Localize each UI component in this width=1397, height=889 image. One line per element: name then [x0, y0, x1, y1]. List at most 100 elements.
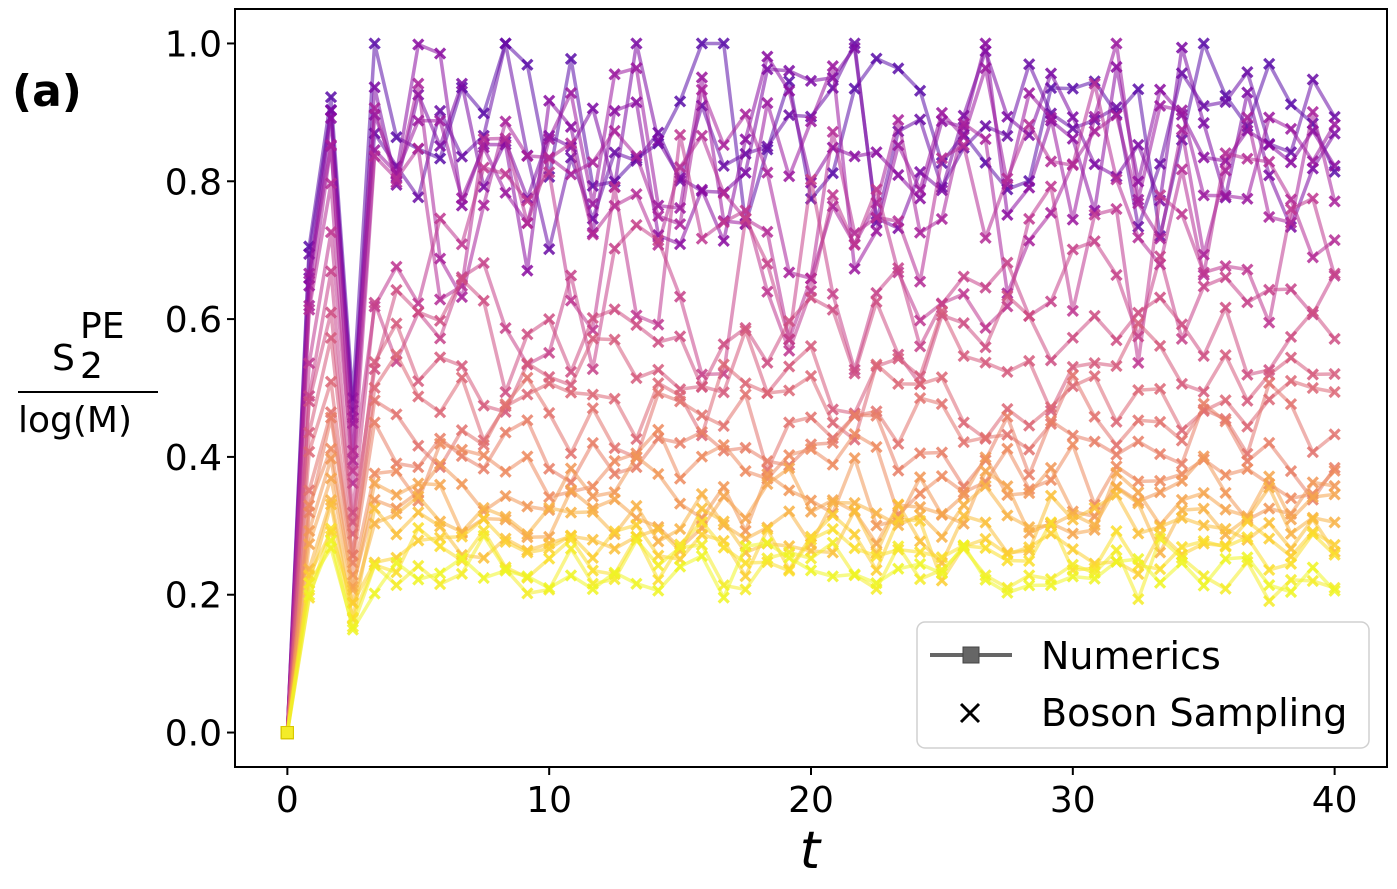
boson-sampling-point — [1001, 442, 1014, 455]
boson-sampling-point — [1328, 118, 1341, 131]
boson-sampling-point — [564, 462, 578, 475]
boson-sampling-point — [1001, 289, 1014, 303]
boson-sampling-point — [499, 465, 512, 478]
boson-sampling-point — [543, 462, 556, 475]
legend-box — [916, 621, 1370, 749]
boson-sampling-point — [1175, 104, 1189, 117]
boson-sampling-point — [455, 290, 469, 304]
boson-sampling-point — [543, 166, 556, 179]
boson-sampling-point — [390, 176, 403, 189]
boson-sampling-point — [390, 283, 403, 297]
boson-sampling-point — [1328, 159, 1341, 173]
boson-sampling-point — [1153, 99, 1167, 113]
boson-sampling-point — [368, 381, 381, 394]
boson-sampling-point — [433, 252, 447, 265]
boson-sampling-point — [1197, 519, 1210, 532]
boson-sampling-point — [1328, 332, 1341, 346]
boson-sampling-point — [892, 352, 905, 365]
boson-sampling-point — [543, 346, 556, 360]
boson-sampling-point — [1044, 578, 1058, 592]
boson-sampling-point — [979, 281, 992, 294]
boson-sampling-point — [433, 314, 447, 327]
boson-sampling-point — [586, 402, 599, 415]
boson-sampling-point — [957, 287, 970, 301]
boson-sampling-point — [695, 380, 709, 393]
boson-sampling-point — [652, 535, 665, 548]
y-tick-label: 0.4 — [165, 438, 222, 479]
boson-sampling-point — [1197, 535, 1210, 548]
boson-sampling-point — [390, 464, 403, 478]
boson-sampling-point — [957, 489, 970, 502]
boson-sampling-point — [1263, 210, 1276, 224]
boson-sampling-point — [804, 411, 818, 424]
boson-sampling-point — [826, 496, 839, 509]
boson-sampling-point — [1175, 556, 1189, 569]
boson-sampling-point — [543, 377, 556, 390]
boson-sampling-point — [1306, 155, 1319, 168]
boson-sampling-point — [412, 77, 425, 90]
boson-sampling-point — [695, 83, 709, 96]
boson-sampling-point — [324, 177, 338, 190]
boson-sampling-point — [412, 375, 425, 388]
boson-sampling-point — [957, 539, 970, 552]
boson-sampling-point — [1263, 595, 1276, 608]
boson-sampling-point — [586, 311, 599, 325]
boson-sampling-point — [652, 573, 665, 586]
boson-sampling-point — [1241, 420, 1254, 433]
boson-sampling-point — [433, 332, 447, 345]
boson-sampling-point — [1110, 359, 1123, 373]
boson-sampling-point — [913, 471, 927, 484]
boson-sampling-point — [1241, 263, 1254, 276]
boson-sampling-point — [1241, 515, 1254, 528]
boson-sampling-point — [673, 541, 687, 554]
boson-sampling-point — [1001, 110, 1014, 123]
boson-sampling-point — [913, 572, 927, 586]
boson-sampling-point — [717, 234, 730, 248]
boson-sampling-point — [1284, 203, 1298, 216]
boson-sampling-point — [826, 508, 839, 522]
boson-sampling-point — [1088, 110, 1101, 123]
boson-sampling-point — [1066, 243, 1079, 256]
boson-sampling-point — [586, 228, 599, 241]
boson-sampling-point — [804, 115, 818, 128]
boson-sampling-point — [717, 187, 730, 200]
boson-sampling-point — [630, 499, 643, 513]
boson-sampling-point — [1263, 376, 1276, 390]
boson-sampling-point — [433, 406, 447, 419]
boson-sampling-point — [695, 37, 709, 50]
boson-sampling-point — [630, 218, 643, 232]
boson-sampling-point — [1001, 428, 1014, 441]
boson-sampling-point — [1219, 147, 1232, 160]
boson-sampling-point — [433, 520, 447, 533]
boson-sampling-point — [892, 168, 905, 182]
boson-sampling-point — [892, 540, 905, 553]
boson-sampling-point — [1001, 480, 1014, 493]
boson-sampling-point — [1110, 268, 1123, 282]
boson-sampling-point — [499, 115, 512, 128]
boson-sampling-point — [521, 58, 534, 71]
boson-sampling-point — [739, 464, 752, 478]
boson-sampling-point — [324, 493, 338, 507]
boson-sampling-point — [935, 152, 949, 165]
boson-sampling-point — [477, 161, 490, 174]
boson-sampling-point — [1284, 573, 1298, 587]
boson-sampling-point — [1328, 461, 1341, 475]
boson-sampling-point — [543, 552, 556, 565]
boson-sampling-point — [521, 450, 534, 463]
boson-sampling-point — [1132, 383, 1145, 397]
boson-sampling-point — [695, 515, 709, 529]
boson-sampling-point — [564, 137, 578, 150]
boson-sampling-point — [979, 356, 992, 369]
boson-sampling-point — [870, 358, 883, 371]
boson-sampling-point — [1088, 572, 1101, 585]
boson-sampling-point — [913, 340, 927, 353]
boson-sampling-point — [892, 464, 905, 477]
boson-sampling-point — [1153, 532, 1167, 545]
boson-sampling-point — [1284, 193, 1298, 206]
boson-sampling-point — [1132, 486, 1145, 499]
boson-sampling-point — [1001, 554, 1014, 567]
y-axis-label-denominator: log(M) — [18, 400, 132, 441]
boson-sampling-point — [870, 440, 883, 454]
boson-sampling-point — [1306, 368, 1319, 381]
boson-sampling-point — [455, 238, 469, 251]
